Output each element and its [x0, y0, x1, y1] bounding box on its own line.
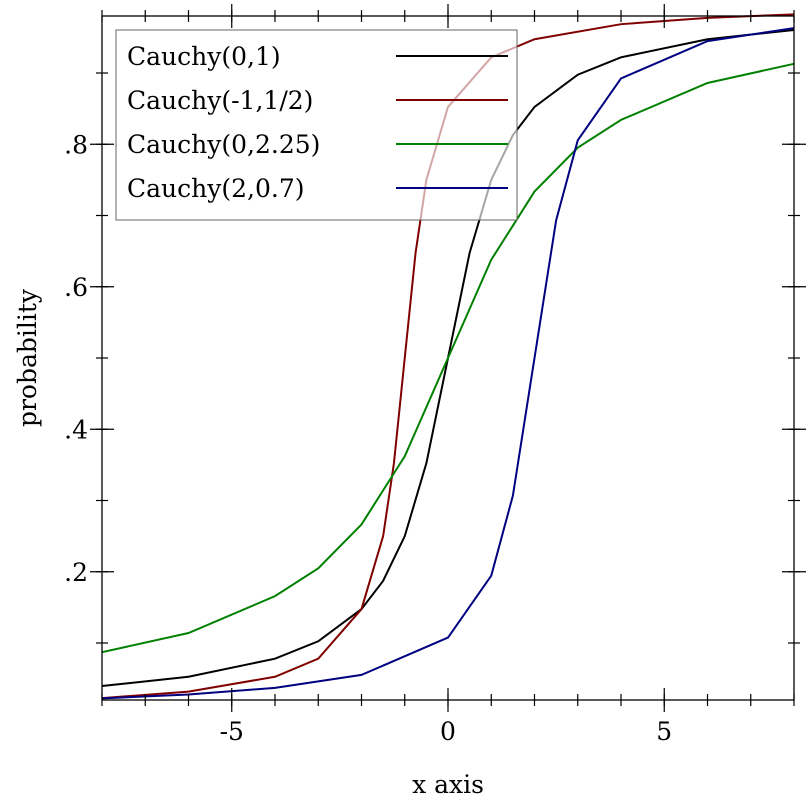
- legend-label: Cauchy(-1,1/2): [127, 86, 313, 115]
- y-tick-label: .6: [64, 273, 88, 302]
- y-tick-label: .4: [64, 415, 88, 444]
- tick-layer: -5 0 5 .2 .4 .6 .8: [64, 4, 806, 746]
- legend-label: Cauchy(0,1): [127, 42, 281, 71]
- series-layer: [101, 13, 795, 700]
- y-axis-title: probability: [13, 288, 42, 427]
- series-line-4: [101, 27, 795, 700]
- legend-label: Cauchy(2,0.7): [127, 174, 304, 203]
- x-tick-label: 0: [440, 717, 456, 746]
- series-line-3: [101, 62, 795, 654]
- x-tick-label: 5: [656, 717, 672, 746]
- series-line-2: [101, 13, 795, 700]
- y-tick-label: .8: [64, 130, 88, 159]
- legend: Cauchy(0,1) Cauchy(-1,1/2) Cauchy(0,2.25) C…: [115, 29, 518, 221]
- x-axis-title: x axis: [412, 770, 484, 799]
- y-tick-label: .2: [64, 558, 88, 587]
- legend-label: Cauchy(0,2.25): [127, 130, 320, 159]
- x-tick-label: -5: [220, 717, 244, 746]
